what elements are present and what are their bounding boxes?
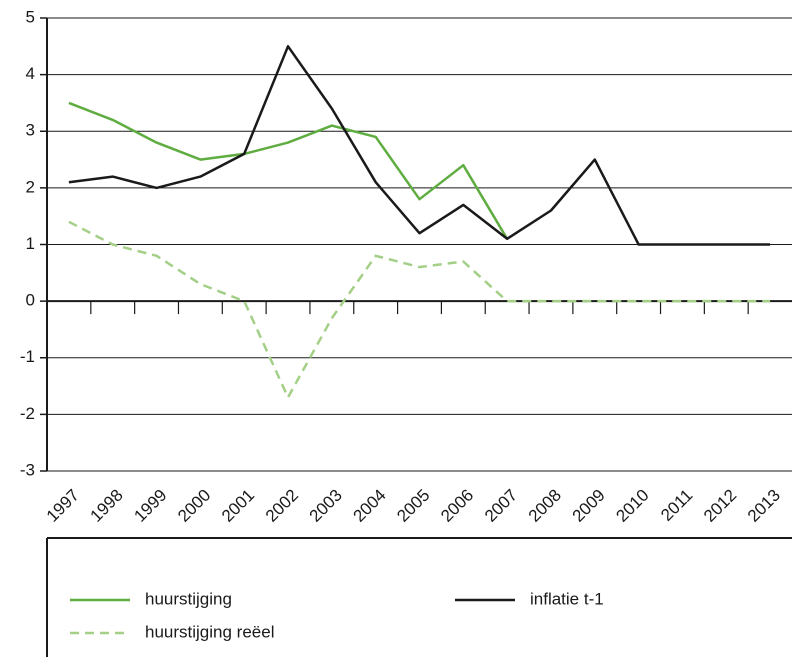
y-tick-label: 3 — [26, 121, 35, 140]
y-tick-label: -1 — [20, 347, 35, 366]
legend-label: inflatie t-1 — [530, 589, 604, 608]
y-tick-label: 0 — [26, 291, 35, 310]
y-tick-label: 2 — [26, 177, 35, 196]
line-series — [68, 220, 771, 399]
y-tick-label: 1 — [26, 234, 35, 253]
y-tick-label: 4 — [26, 64, 35, 83]
line-series — [68, 45, 771, 246]
legend-label: huurstijging reëel — [145, 622, 274, 641]
line-series — [68, 101, 509, 240]
y-tick-label: 5 — [26, 7, 35, 26]
y-tick-label: -3 — [20, 460, 35, 479]
legend-label: huurstijging — [145, 589, 232, 608]
legend-frame — [46, 537, 792, 657]
y-tick-label: -2 — [20, 404, 35, 423]
